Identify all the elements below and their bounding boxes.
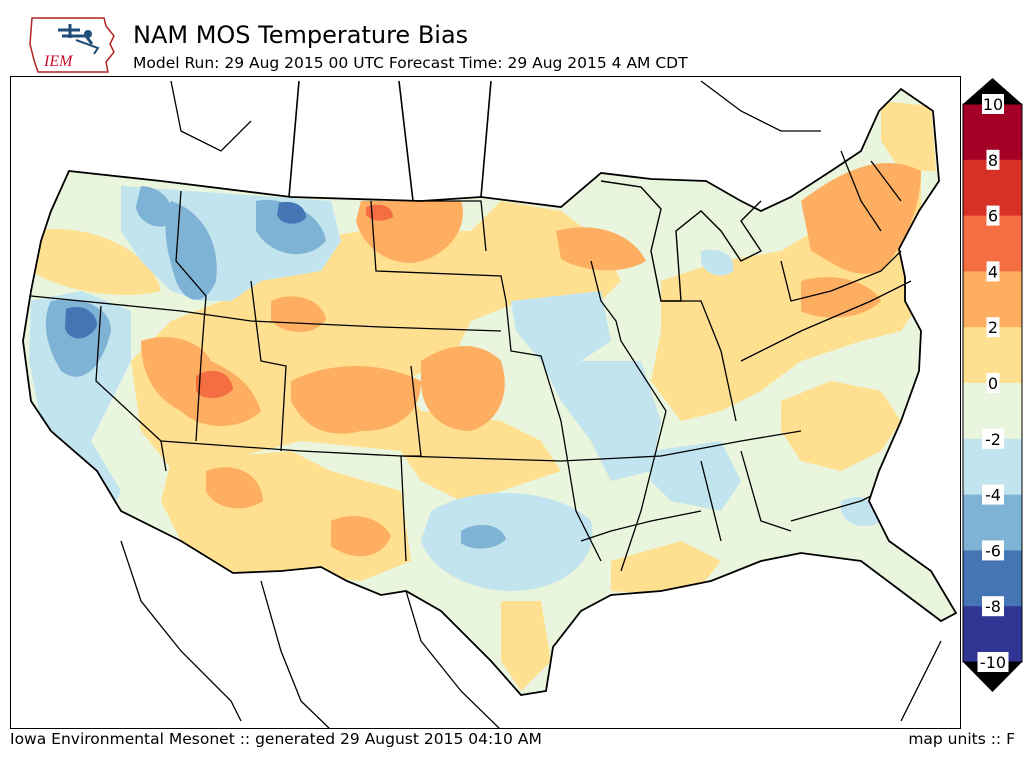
colder-area-montana [256, 200, 326, 255]
bias-field [23, 89, 956, 695]
caribbean-line [900, 640, 942, 722]
colorbar-tick-label: 8 [988, 151, 998, 170]
footer-units: map units :: F [908, 730, 1015, 748]
warm-area-gulf [611, 541, 721, 593]
colorbar-tick-bg [986, 373, 1000, 393]
map-title: NAM MOS Temperature Bias [133, 21, 469, 49]
colorbar-tick-label: -10 [980, 653, 1006, 672]
colorbar-tick-bg [986, 317, 1000, 338]
hot-area-wisconsin [556, 227, 646, 271]
cool-area-mississippi [651, 441, 741, 511]
colorbar-tick-label: -2 [985, 430, 1001, 449]
colorbar-tick-label: 6 [988, 207, 998, 226]
colorbar-tick-bg [986, 205, 1000, 226]
boundaries [22, 80, 958, 728]
state-line-lower-mississippi [620, 410, 667, 572]
colorbar-tick-bg [986, 149, 1000, 170]
state-line-pennsylvania [780, 250, 902, 302]
warm-area-south-texas [501, 601, 551, 691]
colorbar-tick-label: 2 [988, 318, 998, 337]
hot-area-kansas [421, 346, 505, 431]
cool-area-texas [421, 492, 593, 591]
state-line-mid-atlantic [740, 280, 912, 362]
logo-text: IEM [43, 53, 74, 70]
hot-area-arizona [206, 467, 263, 509]
cool-area-missouri [541, 361, 661, 481]
cool-area-michigan [701, 249, 734, 276]
warm-area-maine [881, 101, 936, 171]
colorbar-tick-bg [986, 261, 1000, 282]
colorbar-tick-label: 0 [988, 374, 998, 393]
state-line-rockies [250, 280, 287, 452]
hot-area-northeast [801, 162, 921, 274]
colder-area-north-texas [461, 524, 506, 549]
state-line-kansas [400, 365, 422, 562]
canada-coast-lines [170, 80, 821, 152]
hotter-area-utah [196, 370, 233, 399]
colorbar-tick-bg [977, 652, 1009, 672]
state-line-gulf-states [580, 510, 702, 542]
us-outline [22, 87, 958, 696]
colorbar: 10 8 6 4 2 0 -2 -4 -6 -8 -10 [962, 78, 1023, 692]
colorbar-tick-bg [982, 596, 1004, 617]
state-line-idaho-utah [175, 190, 207, 442]
footer-credit: Iowa Environmental Mesonet :: generated … [10, 730, 542, 748]
state-line-42n [30, 295, 502, 332]
coldest-area-nevada [65, 306, 97, 339]
colorbar-ticks: 10 8 6 4 2 0 -2 -4 -6 -8 -10 [977, 94, 1009, 672]
warm-area-oregon [31, 229, 161, 295]
state-line-minnesota [421, 200, 487, 252]
coldest-area-montana [277, 201, 306, 224]
great-lakes-outline [600, 180, 763, 302]
hot-area-virginia [801, 277, 881, 318]
colorbar-tick-label: -4 [985, 486, 1001, 505]
map-subtitle: Model Run: 29 Aug 2015 00 UTC Forecast T… [133, 54, 688, 72]
colorbar-tick-label: -6 [985, 541, 1001, 560]
colorbar-tick-label: 4 [988, 262, 998, 281]
mexico-lines [120, 540, 500, 728]
colder-area-washington [136, 186, 172, 227]
colorbar-tick-label: 10 [983, 95, 1003, 114]
colorbar-tick-bg [982, 94, 1004, 114]
warm-area-carolinas [781, 381, 901, 471]
iem-logo: IEM [29, 17, 115, 73]
state-line-plains [370, 200, 602, 562]
colorbar-max-extension [963, 78, 1022, 104]
state-line-mississippi-river [590, 260, 667, 412]
state-line-37n [160, 430, 802, 462]
bias-map [22, 80, 958, 728]
hot-area-new-mexico [331, 516, 391, 557]
colorbar-tick-bg [982, 428, 1004, 449]
canada-province-lines [288, 80, 492, 202]
state-line-southeast [700, 450, 872, 542]
colorbar-tick-bg [982, 540, 1004, 561]
hot-area-colorado [291, 366, 421, 434]
map-panel [10, 76, 961, 729]
state-line-new-england [840, 150, 902, 232]
cool-area-iowa [511, 291, 611, 361]
colorbar-tick-bg [982, 484, 1004, 505]
state-line-nevada [95, 305, 167, 472]
colorbar-tick-label: -8 [985, 597, 1001, 616]
